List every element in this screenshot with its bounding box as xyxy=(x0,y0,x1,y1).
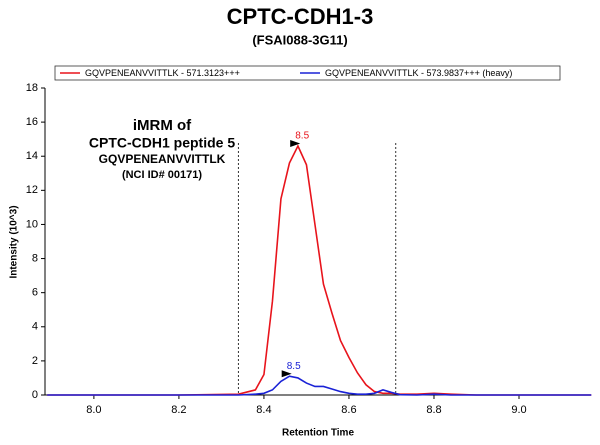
annotation: CPTC-CDH1 peptide 5 xyxy=(89,135,235,151)
y-tick-label: 0 xyxy=(32,389,38,401)
annotation: GQVPENEANVVITTLK xyxy=(99,152,226,166)
y-tick-label: 4 xyxy=(32,321,38,333)
peak-label: 8.5 xyxy=(295,131,309,142)
legend-label: GQVPENEANVVITTLK - 571.3123+++ xyxy=(85,68,240,78)
x-tick-label: 8.2 xyxy=(171,404,186,416)
annotation: iMRM of xyxy=(133,117,192,134)
x-axis-label: Retention Time xyxy=(282,428,354,439)
y-tick-label: 6 xyxy=(32,287,38,299)
peak-label: 8.5 xyxy=(287,361,301,372)
x-tick-label: 8.4 xyxy=(256,404,271,416)
annotation: (NCI ID# 00171) xyxy=(122,169,202,181)
chart-title: CPTC-CDH1-3 xyxy=(227,4,374,29)
y-tick-label: 14 xyxy=(26,150,38,162)
y-tick-label: 10 xyxy=(26,218,38,230)
x-tick-label: 8.8 xyxy=(426,404,441,416)
y-tick-label: 2 xyxy=(32,355,38,367)
legend-box xyxy=(54,65,561,81)
series-line xyxy=(47,144,592,396)
x-tick-label: 9.0 xyxy=(511,404,526,416)
y-tick-label: 16 xyxy=(26,116,38,128)
y-tick-label: 12 xyxy=(26,184,38,196)
y-tick-label: 18 xyxy=(26,82,38,94)
legend-label: GQVPENEANVVITTLK - 573.9837+++ (heavy) xyxy=(325,68,512,78)
x-tick-label: 8.0 xyxy=(86,404,101,416)
peak-marker xyxy=(281,370,292,378)
chart-subtitle: (FSAI088-3G11) xyxy=(252,32,347,47)
series-line xyxy=(47,375,592,396)
x-tick-label: 8.6 xyxy=(341,404,356,416)
y-tick-label: 8 xyxy=(32,252,38,264)
peak-marker xyxy=(290,139,301,147)
y-axis-label: Intensity (10^3) xyxy=(9,205,20,278)
